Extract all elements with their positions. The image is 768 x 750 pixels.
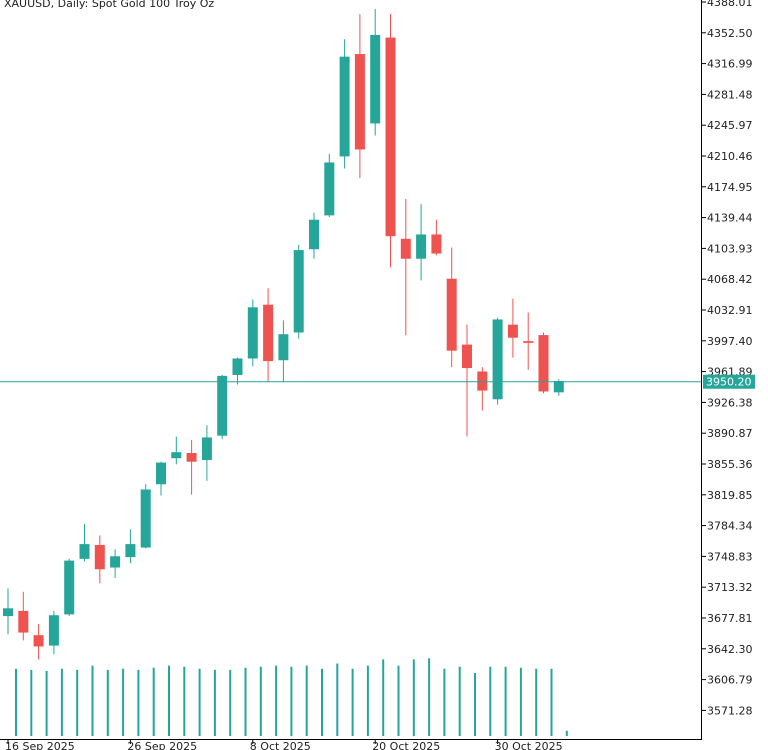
candle-body — [171, 452, 182, 459]
candle-body — [553, 381, 564, 393]
candle-body — [431, 234, 442, 254]
y-axis-tick-label: 4139.44 — [707, 212, 753, 225]
y-axis-tick-label: 4316.99 — [707, 58, 753, 71]
candle-body — [523, 341, 534, 343]
candle-body — [156, 462, 166, 485]
candle-body — [416, 234, 427, 259]
candle-body — [48, 615, 59, 646]
y-axis-tick-label: 4210.46 — [707, 150, 753, 163]
candle-body — [354, 54, 365, 150]
current-price-label-bg — [703, 374, 755, 389]
y-axis-tick-label: 4032.91 — [707, 304, 753, 317]
x-axis-tick-label: 8 Oct 2025 — [250, 740, 311, 750]
chart-title: XAUUSD, Daily: Spot Gold 100 Troy Oz — [4, 0, 214, 10]
candle-body — [3, 608, 13, 617]
candle-body — [33, 635, 44, 647]
y-axis-tick-label: 4174.95 — [707, 181, 753, 194]
candle-body — [18, 610, 29, 633]
candle-body — [64, 560, 75, 615]
y-axis-tick-label: 4352.50 — [707, 27, 753, 40]
current-price-value: 3950.20 — [706, 376, 752, 389]
y-axis-tick-label: 4388.01 — [707, 0, 753, 9]
volume-bars — [15, 658, 568, 736]
candle-body — [293, 250, 304, 333]
y-axis-tick-label: 3855.36 — [707, 458, 753, 471]
candle-body — [324, 162, 335, 216]
candle-body — [278, 334, 289, 361]
y-axis-tick-label: 3642.30 — [707, 643, 753, 656]
y-axis-tick-label: 3926.38 — [707, 396, 753, 409]
candle-body — [110, 556, 121, 568]
y-axis-tick-label: 4068.42 — [707, 273, 753, 286]
y-axis-tick-label: 3677.81 — [707, 612, 753, 625]
y-axis-tick-label: 3606.79 — [707, 674, 753, 687]
y-axis: 4388.01 4352.50 4316.99 4281.48 4245.97 4210.… — [701, 0, 753, 717]
candle-body — [339, 56, 350, 157]
candle-body — [477, 371, 488, 391]
y-axis-tick-label: 3713.32 — [707, 581, 753, 594]
candle-body — [538, 335, 549, 392]
candle-body — [94, 544, 105, 570]
candle-body — [446, 278, 457, 351]
x-axis: 16 Sep 2025 26 Sep 2025 8 Oct 2025 20 Oct 2… — [5, 739, 563, 750]
candle-body — [125, 544, 136, 558]
candle-body — [400, 238, 411, 259]
candle-body — [217, 375, 228, 436]
candles — [3, 8, 564, 660]
y-axis-tick-label: 4103.93 — [707, 242, 753, 255]
candle-body — [507, 324, 518, 338]
candle-body — [140, 489, 151, 548]
current-price-label: 3950.20 — [703, 374, 755, 389]
candle-body — [247, 307, 258, 359]
x-axis-tick-label: 20 Oct 2025 — [372, 740, 440, 750]
y-axis-tick-label: 3784.34 — [707, 520, 753, 533]
x-axis-tick-label: 30 Oct 2025 — [495, 740, 563, 750]
x-axis-tick-label: 26 Sep 2025 — [127, 740, 197, 750]
candle-body — [186, 453, 197, 462]
candle-body — [309, 219, 319, 250]
y-axis-tick-label: 4245.97 — [707, 119, 753, 132]
candle-body — [263, 304, 274, 362]
candle-body — [232, 358, 243, 375]
candle-body — [370, 34, 381, 124]
candle-body — [201, 437, 212, 460]
y-axis-tick-label: 3997.40 — [707, 335, 753, 348]
y-axis-tick-label: 3890.87 — [707, 427, 753, 440]
candle-body — [385, 37, 396, 237]
y-axis-tick-label: 4281.48 — [707, 88, 753, 101]
y-axis-tick-label: 3571.28 — [707, 704, 753, 717]
candle-body — [462, 344, 472, 369]
y-axis-tick-label: 3819.85 — [707, 489, 753, 502]
candle-body — [492, 319, 503, 400]
x-axis-tick-label: 16 Sep 2025 — [5, 740, 75, 750]
y-axis-tick-label: 3748.83 — [707, 550, 753, 563]
candle-body — [79, 544, 90, 559]
